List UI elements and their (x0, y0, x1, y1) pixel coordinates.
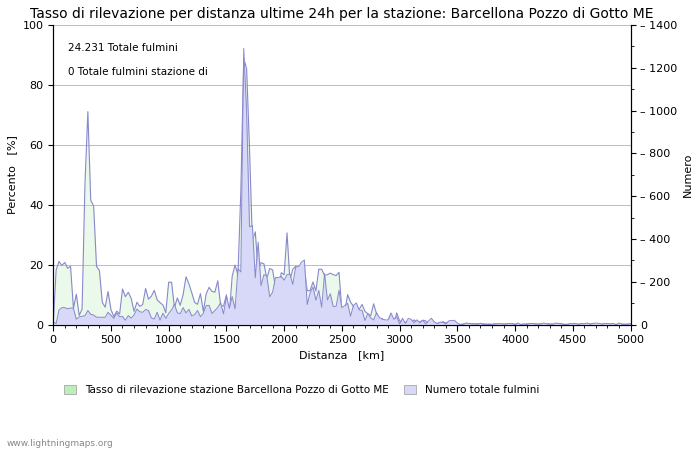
Text: www.lightningmaps.org: www.lightningmaps.org (7, 439, 113, 448)
Y-axis label: Numero: Numero (683, 153, 693, 197)
Title: Tasso di rilevazione per distanza ultime 24h per la stazione: Barcellona Pozzo d: Tasso di rilevazione per distanza ultime… (30, 7, 654, 21)
Legend: Tasso di rilevazione stazione Barcellona Pozzo di Gotto ME, Numero totale fulmin: Tasso di rilevazione stazione Barcellona… (60, 381, 543, 399)
X-axis label: Distanza   [km]: Distanza [km] (300, 351, 384, 360)
Text: 24.231 Totale fulmini: 24.231 Totale fulmini (68, 43, 178, 53)
Text: 0 Totale fulmini stazione di: 0 Totale fulmini stazione di (68, 67, 207, 77)
Y-axis label: Percento   [%]: Percento [%] (7, 135, 17, 214)
